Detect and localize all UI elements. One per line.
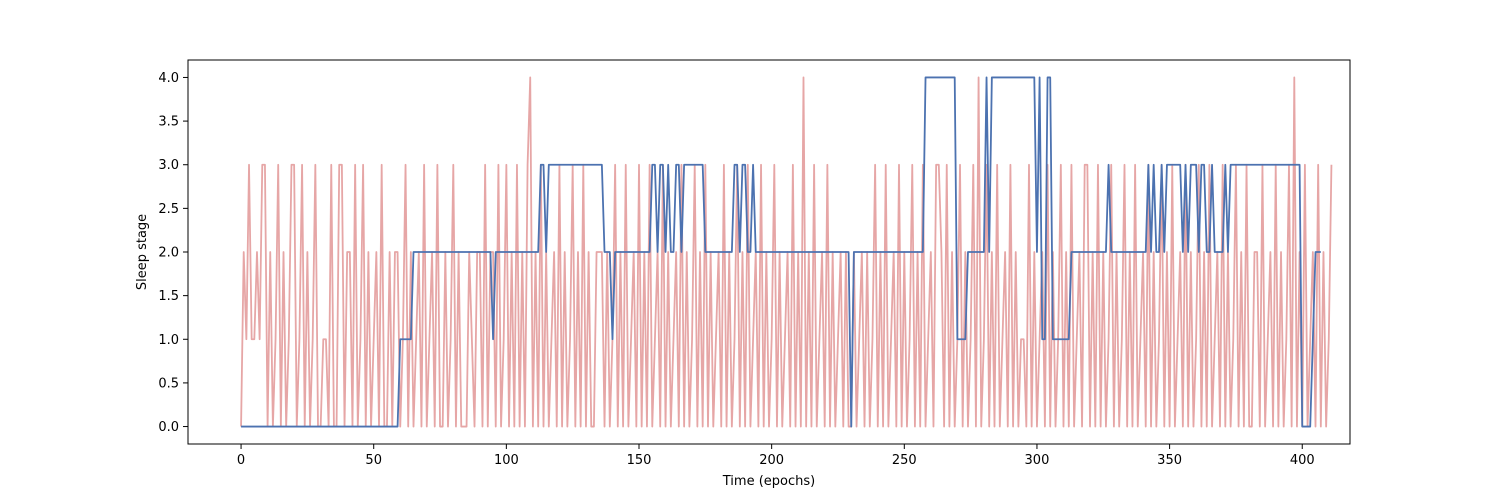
y-axis-label: Sleep stage (135, 214, 150, 290)
y-tick-label: 2.0 (158, 246, 179, 261)
plot-lines (240, 76, 1333, 428)
y-tick-label: 1.0 (158, 333, 179, 348)
y-tick-label: 1.5 (158, 289, 179, 304)
y-tick-label: 0.5 (158, 376, 179, 391)
x-tick-label: 100 (494, 453, 519, 468)
y-axis-ticks: 0.0 0.5 1.0 1.5 2.0 2.5 3.0 3.5 4.0 (158, 71, 188, 435)
y-tick-label: 4.0 (158, 71, 179, 86)
x-tick-label: 0 (237, 453, 245, 468)
y-tick-label: 0.0 (158, 420, 179, 435)
x-tick-label: 50 (365, 453, 382, 468)
x-tick-label: 350 (1157, 453, 1182, 468)
x-tick-label: 300 (1025, 453, 1050, 468)
y-tick-label: 3.5 (158, 115, 179, 130)
x-tick-label: 400 (1290, 453, 1315, 468)
series-line-2 (241, 76, 1321, 428)
series-line-1 (240, 76, 1333, 428)
x-axis-ticks: 0 50 100 150 200 250 300 350 400 (237, 444, 1315, 468)
x-axis-label: Time (epochs) (722, 474, 815, 489)
x-tick-label: 200 (759, 453, 784, 468)
y-tick-label: 3.0 (158, 158, 179, 173)
x-tick-label: 250 (892, 453, 917, 468)
x-tick-label: 150 (627, 453, 652, 468)
y-tick-label: 2.5 (158, 202, 179, 217)
